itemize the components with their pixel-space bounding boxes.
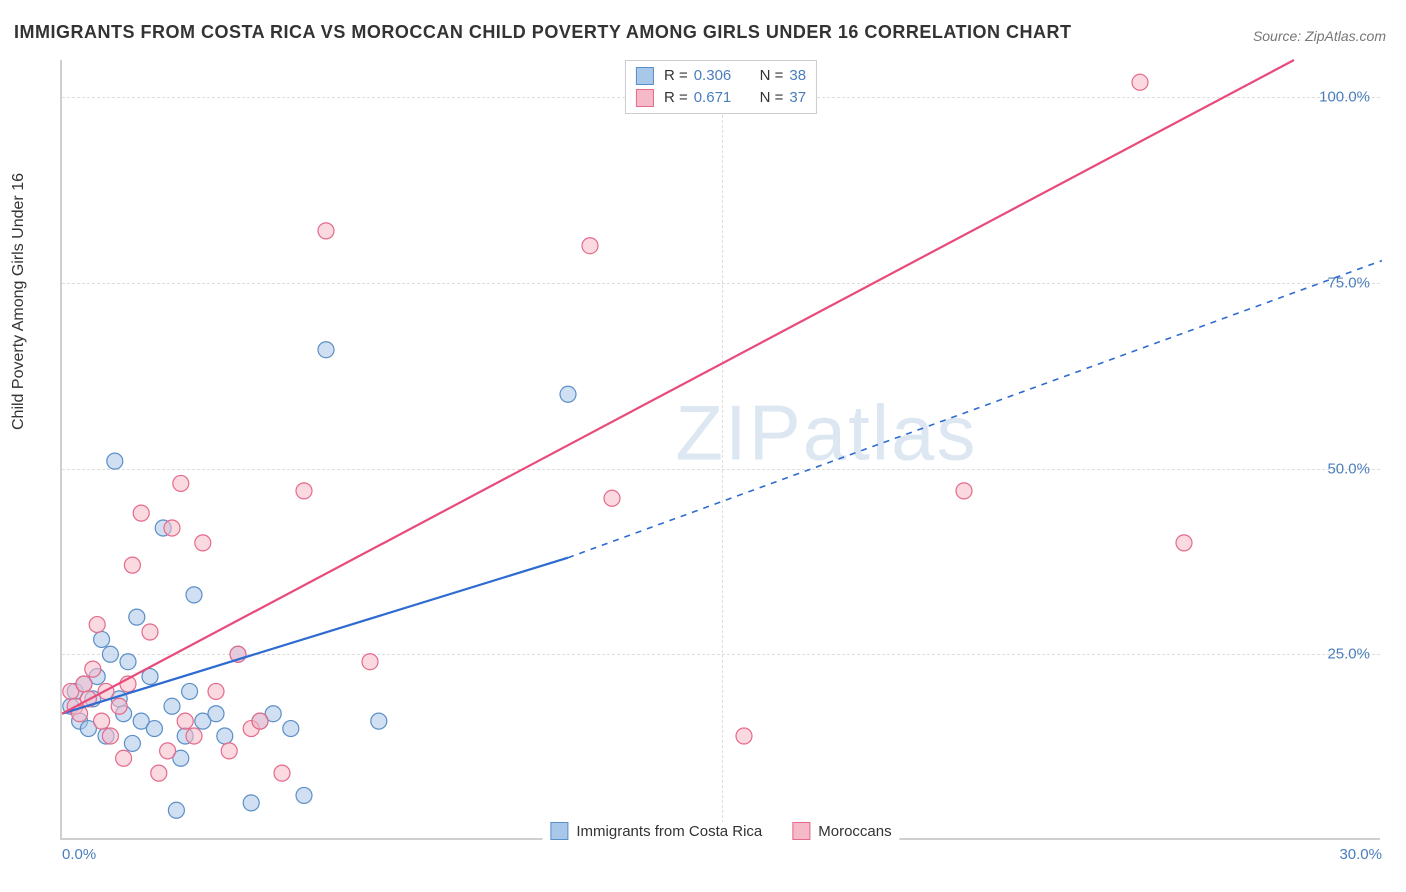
data-point-moroccans (76, 676, 92, 692)
source-label: Source: ZipAtlas.com (1253, 28, 1386, 44)
data-point-moroccans (173, 475, 189, 491)
legend-stats-row-moroccans: R = 0.671 N = 37 (636, 87, 806, 109)
legend-series: Immigrants from Costa Rica Moroccans (542, 822, 899, 840)
data-point-moroccans (177, 713, 193, 729)
data-point-moroccans (208, 683, 224, 699)
data-point-moroccans (124, 557, 140, 573)
data-point-costa_rica (186, 587, 202, 603)
data-point-costa_rica (120, 654, 136, 670)
legend-n-costa_rica: N = 38 (760, 65, 806, 87)
data-point-moroccans (362, 654, 378, 670)
data-point-moroccans (111, 698, 127, 714)
data-point-costa_rica (102, 646, 118, 662)
data-point-costa_rica (243, 795, 259, 811)
legend-r-moroccans: R = 0.671 (664, 87, 731, 109)
data-point-moroccans (116, 750, 132, 766)
data-point-moroccans (221, 743, 237, 759)
regression-line-costa_rica (62, 558, 568, 714)
data-point-costa_rica (129, 609, 145, 625)
data-point-moroccans (133, 505, 149, 521)
data-point-moroccans (89, 617, 105, 633)
data-point-costa_rica (182, 683, 198, 699)
legend-label-moroccans: Moroccans (818, 823, 891, 840)
x-tick-label: 0.0% (62, 846, 96, 863)
data-point-moroccans (736, 728, 752, 744)
legend-swatch-moroccans (636, 89, 654, 107)
data-point-moroccans (604, 490, 620, 506)
data-point-costa_rica (107, 453, 123, 469)
data-point-costa_rica (217, 728, 233, 744)
data-point-moroccans (296, 483, 312, 499)
data-point-moroccans (164, 520, 180, 536)
data-point-costa_rica (296, 787, 312, 803)
chart-title: IMMIGRANTS FROM COSTA RICA VS MOROCCAN C… (14, 22, 1072, 43)
legend-entry-moroccans: Moroccans (792, 822, 891, 840)
data-point-costa_rica (164, 698, 180, 714)
regression-line-dashed-costa_rica (568, 261, 1382, 558)
legend-stats-row-costa_rica: R = 0.306 N = 38 (636, 65, 806, 87)
data-point-costa_rica (208, 706, 224, 722)
legend-swatch-costa_rica (636, 67, 654, 85)
regression-line-moroccans (62, 60, 1294, 714)
legend-n-moroccans: N = 37 (760, 87, 806, 109)
data-point-moroccans (102, 728, 118, 744)
data-point-moroccans (582, 238, 598, 254)
y-axis-label: Child Poverty Among Girls Under 16 (10, 173, 28, 430)
data-point-costa_rica (318, 342, 334, 358)
legend-r-costa_rica: R = 0.306 (664, 65, 731, 87)
data-point-costa_rica (283, 721, 299, 737)
data-point-costa_rica (371, 713, 387, 729)
plot-area: ZIPatlas 25.0%50.0%75.0%100.0% 0.0%30.0%… (60, 60, 1380, 840)
data-point-moroccans (195, 535, 211, 551)
legend-swatch-moroccans (792, 822, 810, 840)
data-point-costa_rica (94, 631, 110, 647)
data-point-moroccans (1176, 535, 1192, 551)
data-point-costa_rica (124, 735, 140, 751)
data-point-moroccans (142, 624, 158, 640)
data-point-moroccans (160, 743, 176, 759)
data-point-moroccans (252, 713, 268, 729)
data-point-moroccans (956, 483, 972, 499)
data-point-moroccans (151, 765, 167, 781)
data-point-moroccans (186, 728, 202, 744)
x-tick-label: 30.0% (1339, 846, 1382, 863)
data-point-costa_rica (146, 721, 162, 737)
chart-svg (62, 60, 1380, 838)
data-point-moroccans (94, 713, 110, 729)
data-point-moroccans (1132, 74, 1148, 90)
data-point-moroccans (274, 765, 290, 781)
data-point-moroccans (85, 661, 101, 677)
legend-stats: R = 0.306 N = 38R = 0.671 N = 37 (625, 60, 817, 114)
legend-entry-costa_rica: Immigrants from Costa Rica (550, 822, 762, 840)
data-point-costa_rica (168, 802, 184, 818)
data-point-costa_rica (560, 386, 576, 402)
legend-swatch-costa_rica (550, 822, 568, 840)
legend-label-costa_rica: Immigrants from Costa Rica (576, 823, 762, 840)
data-point-moroccans (318, 223, 334, 239)
